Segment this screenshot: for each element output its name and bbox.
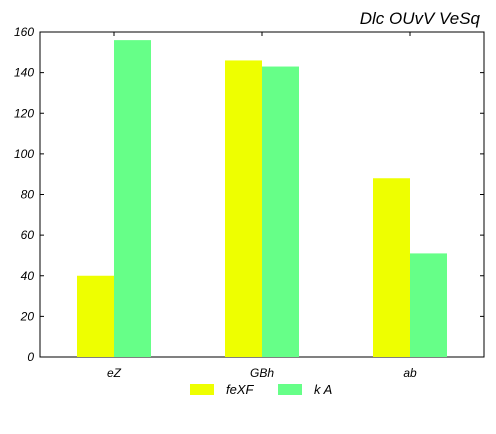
legend-label: k A: [314, 382, 332, 397]
bars: [77, 40, 447, 357]
y-tick-label: 160: [14, 25, 34, 39]
y-tick-label: 80: [21, 188, 35, 202]
y-tick-label: 140: [14, 66, 34, 80]
y-tick-label: 0: [27, 350, 34, 364]
x-tick-label: GBh: [250, 366, 274, 380]
bar-eZ-k-A: [114, 40, 151, 357]
y-tick-label: 100: [14, 147, 34, 161]
chart-title: Dlc OUvV VeSq: [360, 9, 481, 28]
x-tick-label: ab: [403, 366, 417, 380]
x-tick-label: eZ: [107, 366, 122, 380]
legend-swatch: [190, 384, 214, 395]
bar-ab-k-A: [410, 253, 447, 357]
legend: feXF k A: [190, 382, 332, 397]
y-tick-label: 60: [21, 228, 35, 242]
y-tick-label: 120: [14, 106, 34, 120]
bar-GBh-feXF: [225, 60, 262, 357]
legend-swatch: [278, 384, 302, 395]
y-tick-label: 20: [20, 309, 35, 323]
bar-eZ-feXF: [77, 275, 114, 357]
legend-label: feXF: [226, 382, 255, 397]
bar-ab-feXF: [373, 178, 410, 357]
bar-GBh-k-A: [262, 66, 299, 357]
y-tick-label: 40: [21, 269, 35, 283]
